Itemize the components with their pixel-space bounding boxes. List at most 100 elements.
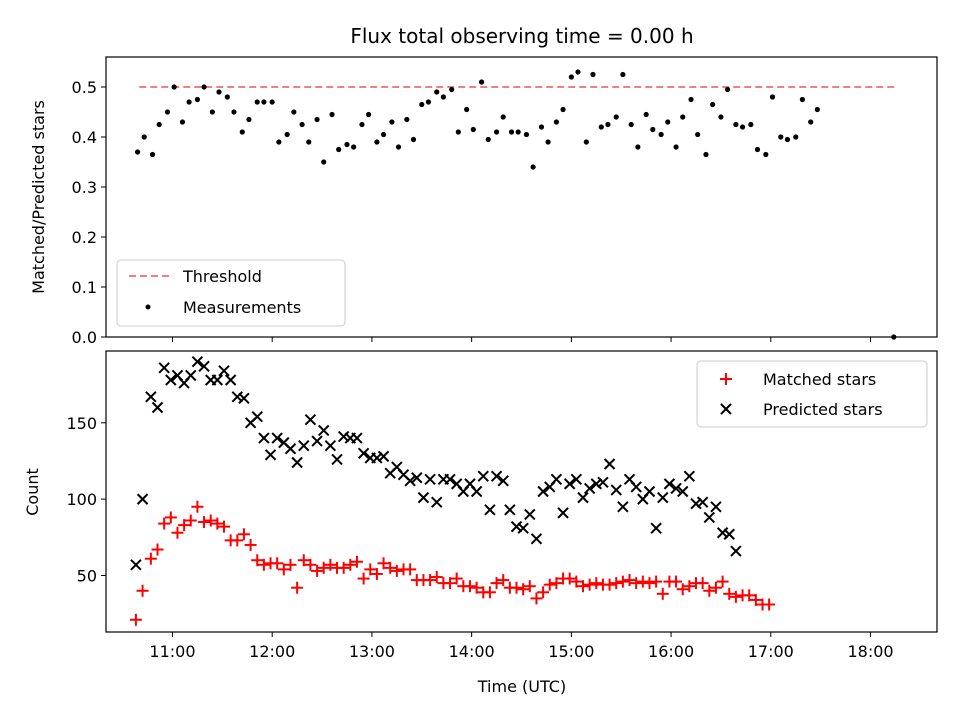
- measurement-point: [703, 151, 709, 158]
- measurement-point: [434, 89, 440, 95]
- x-tick-label: 14:00: [449, 642, 495, 661]
- top-y-tick-label: 0.3: [72, 178, 97, 197]
- legend-matched-label: Matched stars: [763, 370, 876, 389]
- predicted-star-point: [145, 391, 157, 403]
- measurement-point: [419, 101, 425, 108]
- matched-star-point: [231, 534, 244, 547]
- measurement-point: [455, 129, 461, 135]
- matched-star-point: [510, 581, 523, 594]
- x-tick-label: 11:00: [149, 642, 195, 661]
- measurement-point: [194, 96, 201, 103]
- predicted-star-point: [477, 470, 489, 482]
- measurement-point: [291, 109, 297, 115]
- predicted-star-point: [185, 369, 197, 382]
- predicted-star-point: [597, 476, 609, 489]
- matched-star-point: [543, 578, 556, 591]
- x-axis-label: Time (UTC): [477, 677, 566, 696]
- predicted-star-point: [610, 484, 622, 496]
- measurement-point: [224, 94, 230, 100]
- predicted-star-point: [570, 473, 583, 485]
- top-plot-marks: [134, 69, 897, 340]
- matched-star-point: [470, 581, 483, 594]
- measurement-point: [246, 116, 252, 123]
- legend-predicted-label: Predicted stars: [763, 400, 883, 419]
- matched-star-point: [184, 514, 197, 527]
- measurement-point: [485, 136, 491, 143]
- predicted-star-point: [716, 527, 729, 539]
- predicted-star-point: [510, 520, 523, 533]
- matched-star-point: [144, 552, 157, 565]
- measurement-point: [351, 144, 357, 150]
- predicted-star-point: [504, 504, 516, 516]
- measurement-point: [605, 121, 611, 128]
- matched-star-point: [444, 577, 457, 590]
- matched-star-point: [497, 574, 510, 587]
- matched-star-point: [650, 575, 663, 588]
- measurement-point: [374, 139, 380, 145]
- bottom-legend: Matched stars Predicted stars: [696, 360, 928, 428]
- predicted-star-point: [218, 365, 230, 377]
- predicted-star-point: [497, 475, 509, 487]
- bottom-y-ticks: 50 100 150: [66, 414, 106, 585]
- predicted-star-point: [298, 439, 310, 452]
- top-y-tick-label: 0.4: [72, 128, 97, 147]
- predicted-star-point: [470, 485, 483, 498]
- bottom-x-ticks: 11:00 12:00 13:00 14:00 15:00 16:00 17:00 18:00: [149, 632, 894, 661]
- x-tick-label: 15:00: [548, 642, 594, 661]
- predicted-star-point: [563, 478, 576, 490]
- predicted-star-point: [271, 432, 283, 444]
- predicted-star-point: [650, 522, 662, 534]
- predicted-star-point: [431, 496, 443, 508]
- matched-star-point: [384, 561, 397, 574]
- measurement-point: [186, 99, 192, 105]
- predicted-star-point: [130, 559, 142, 571]
- matched-star-point: [304, 558, 317, 571]
- matched-star-point: [729, 590, 742, 603]
- legend-measurements-label: Measurements: [183, 298, 301, 317]
- matched-star-point: [324, 558, 337, 571]
- measurements-legend-swatch: [145, 304, 151, 310]
- matched-star-point: [643, 577, 656, 590]
- matched-star-point: [563, 572, 576, 585]
- measurement-point: [628, 121, 634, 128]
- matched-star-point: [530, 592, 543, 605]
- measurement-point: [344, 141, 350, 148]
- matched-star-point: [550, 577, 563, 590]
- measurement-point: [231, 109, 237, 115]
- predicted-star-point: [377, 450, 390, 463]
- predicted-star-point: [324, 439, 337, 452]
- matched-star-point: [191, 500, 204, 513]
- measurement-point: [171, 84, 177, 90]
- measurement-point: [515, 129, 521, 135]
- matched-star-point: [297, 554, 310, 567]
- measurement-point: [404, 116, 410, 123]
- bottom-y-tick-label: 50: [77, 566, 97, 585]
- top-y-tick-label: 0.2: [72, 228, 97, 247]
- measurement-point: [449, 86, 455, 93]
- matched-star-point: [709, 581, 722, 594]
- top-panel: 0.0 0.1 0.2 0.3 0.4 0.5 Matched/Predicted sta…: [29, 56, 938, 347]
- matched-star-point: [610, 577, 623, 590]
- predicted-star-point: [670, 482, 682, 495]
- predicted-star-point: [258, 432, 270, 444]
- matched-star-point: [424, 574, 437, 587]
- measurement-point: [164, 109, 171, 115]
- matched-star-point: [630, 577, 643, 590]
- predicted-star-point: [404, 475, 416, 487]
- matched-star-point: [537, 586, 550, 599]
- matched-star-point: [129, 613, 142, 626]
- predicted-star-point: [136, 493, 149, 505]
- measurement-point: [724, 86, 731, 93]
- predicted-star-point: [643, 485, 656, 498]
- measurement-point: [891, 334, 897, 340]
- measurement-point: [216, 89, 222, 95]
- matched-star-point: [311, 564, 324, 577]
- matched-star-point: [164, 511, 177, 524]
- x-tick-label: 13:00: [349, 642, 395, 661]
- top-y-tick-label: 0.1: [72, 278, 97, 297]
- top-y-tick-label: 0.5: [72, 78, 97, 97]
- top-axes-frame: [105, 56, 938, 338]
- predicted-star-point: [557, 507, 569, 519]
- matched-star-point: [136, 584, 149, 597]
